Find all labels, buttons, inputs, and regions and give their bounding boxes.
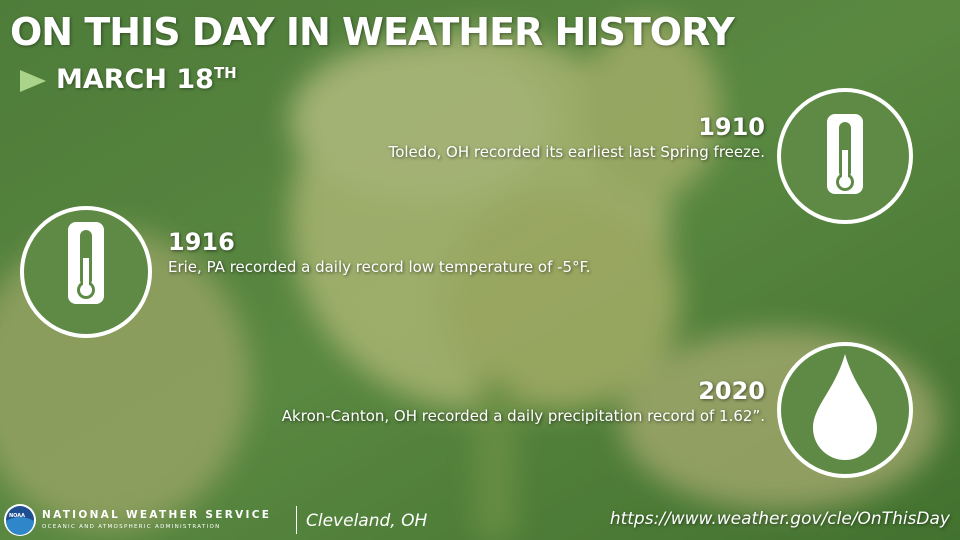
thermometer-icon: [777, 88, 913, 224]
logo-text: NOAA: [9, 513, 26, 519]
event-year: 1916: [168, 228, 235, 256]
event-text: Toledo, OH recorded its earliest last Sp…: [388, 143, 765, 161]
raindrop-icon: [777, 342, 913, 478]
date: MARCH 18TH: [56, 64, 237, 95]
date-text: MARCH 18: [56, 64, 214, 95]
event-text: Akron-Canton, OH recorded a daily precip…: [281, 407, 765, 425]
divider: [296, 506, 297, 534]
agency: NATIONAL WEATHER SERVICE: [42, 509, 272, 521]
noaa-logo: [4, 504, 36, 536]
office: Cleveland, OH: [306, 511, 428, 531]
title: ON THIS DAY IN WEATHER HISTORY: [10, 10, 735, 54]
event-text: Erie, PA recorded a daily record low tem…: [168, 258, 591, 276]
subagency: OCEANIC AND ATMOSPHERIC ADMINISTRATION: [42, 524, 221, 530]
event-year: 1910: [698, 113, 765, 141]
thermometer-icon: [20, 206, 152, 338]
date-suffix: TH: [213, 64, 237, 82]
event-year: 2020: [698, 377, 765, 405]
arrow-icon: [20, 70, 46, 92]
url: https://www.weather.gov/cle/OnThisDay: [609, 509, 950, 529]
